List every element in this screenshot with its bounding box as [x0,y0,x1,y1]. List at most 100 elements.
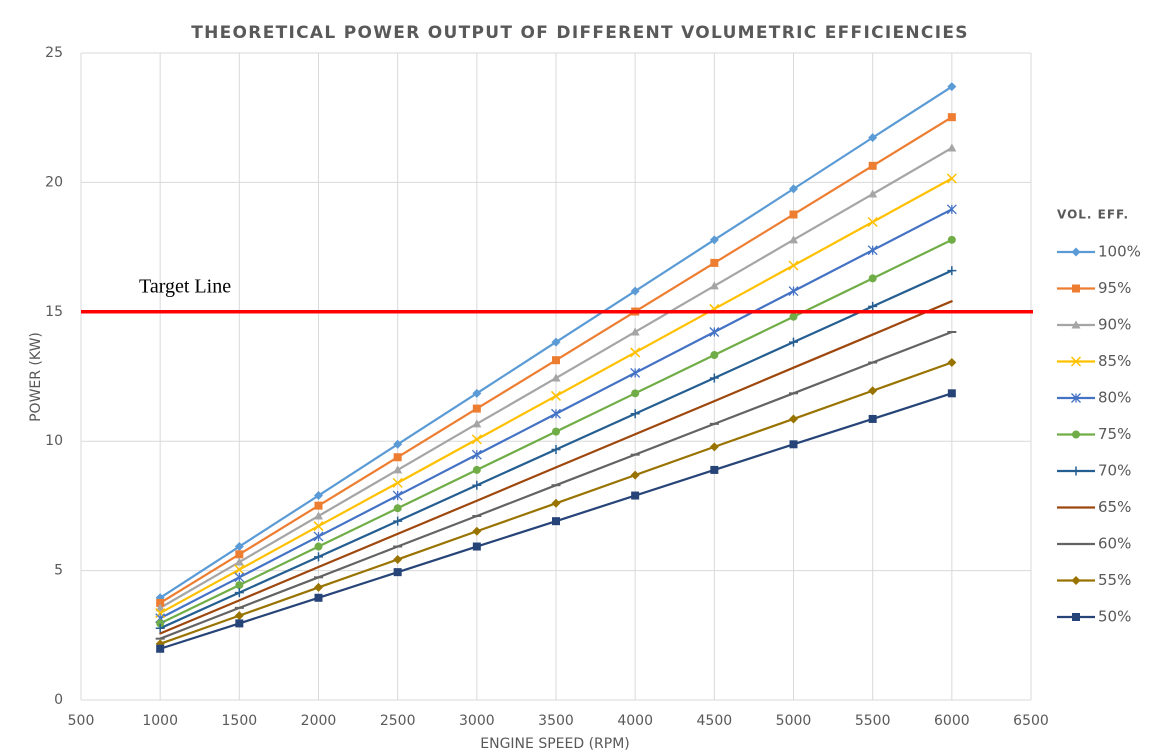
point [792,366,795,369]
marker [234,611,244,621]
marker [947,389,956,398]
legend-label: 95% [1098,279,1131,297]
marker [552,356,560,365]
marker [947,82,957,92]
marker [393,516,403,526]
marker [630,470,640,480]
point [950,300,953,303]
point [159,632,162,635]
marker [630,347,641,358]
marker [472,388,482,398]
marker [472,526,482,536]
marker [314,582,323,592]
marker [392,490,403,501]
marker [1071,576,1081,585]
marker [472,465,481,474]
legend-label: 70% [1098,462,1131,480]
point [555,466,557,469]
point [317,565,320,568]
marker [789,235,798,244]
x-tick-label: 2500 [380,713,416,729]
marker [630,409,640,419]
marker [393,465,403,474]
marker [393,439,403,449]
marker [868,161,877,170]
legend-label: 85% [1098,352,1131,370]
x-tick-label: 6500 [1013,713,1049,729]
y-tick-label: 10 [45,433,63,449]
marker [393,554,403,564]
legend-title: VOL. EFF. [1057,208,1129,222]
y-tick-label: 0 [54,692,63,708]
legend-label: 65% [1098,498,1131,516]
marker [709,442,719,452]
marker [710,465,719,474]
legend-label: 55% [1098,571,1131,589]
marker [235,550,244,559]
y-tick-label: 15 [45,304,63,320]
marker [235,619,244,628]
marker [314,542,323,551]
marker [789,210,798,219]
marker [631,389,640,398]
marker [472,542,481,551]
legend-label: 50% [1098,608,1131,626]
marker [551,337,561,347]
marker [1072,430,1080,439]
marker [1071,320,1081,329]
marker [314,552,323,562]
marker [234,588,244,598]
marker [551,498,561,508]
marker [156,619,165,628]
marker [789,414,798,424]
x-tick-label: 5500 [855,713,891,729]
x-tick-label: 6000 [934,713,970,729]
marker [868,274,877,283]
marker [868,386,878,396]
marker [471,434,482,445]
target-label: Target Line [139,275,231,297]
marker [156,644,165,653]
legend-label: 80% [1098,389,1131,407]
x-tick-label: 1500 [222,713,258,729]
marker [472,480,482,490]
marker [630,367,641,378]
x-tick-label: 3500 [538,713,574,729]
marker [314,593,323,602]
marker [1071,247,1081,257]
point [634,433,637,436]
marker [235,581,244,590]
marker [868,133,878,143]
marker [947,113,956,122]
marker [947,358,957,368]
legend-label: 90% [1098,316,1131,334]
x-tick-label: 3000 [459,713,495,729]
marker [709,235,719,245]
marker [552,427,560,436]
x-tick-label: 4000 [617,713,653,729]
marker [156,598,165,607]
point [238,599,241,602]
marker [472,419,482,428]
marker [630,286,640,296]
marker [630,327,640,336]
marker [789,184,798,194]
x-axis-label: ENGINE SPEED (RPM) [480,736,630,752]
y-tick-label: 5 [54,563,63,579]
marker [946,204,957,215]
y-tick-label: 20 [45,174,63,190]
marker [947,235,956,244]
marker [314,501,323,510]
marker [631,491,640,500]
marker [788,286,799,297]
point [396,532,399,535]
marker [867,245,878,256]
marker [313,531,324,542]
marker [710,258,719,267]
marker [471,449,482,460]
point [871,333,874,336]
marker [1071,393,1081,403]
marker [868,301,878,311]
marker [393,453,402,462]
